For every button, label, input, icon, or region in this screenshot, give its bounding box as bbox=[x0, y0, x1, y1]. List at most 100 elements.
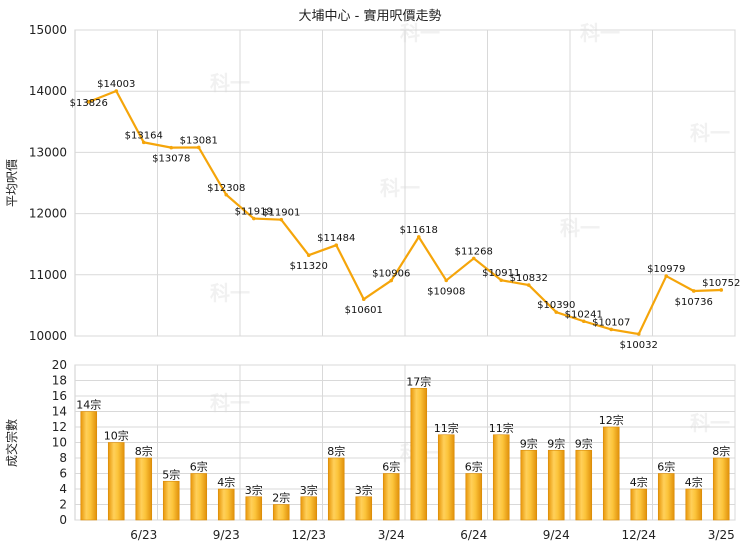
watermark-text: 科一 bbox=[210, 281, 250, 305]
x-tick-label: 3/24 bbox=[378, 528, 405, 542]
volume-data-label: 10宗 bbox=[104, 429, 129, 443]
volume-bar bbox=[355, 496, 373, 521]
volume-bar bbox=[217, 488, 235, 521]
price-data-label: $13164 bbox=[125, 130, 163, 141]
volume-data-label: 3宗 bbox=[300, 483, 318, 497]
price-point bbox=[554, 310, 559, 314]
price-point bbox=[609, 327, 614, 332]
price-point bbox=[719, 288, 724, 292]
price-point bbox=[499, 278, 504, 283]
price-point bbox=[361, 297, 366, 302]
price-point bbox=[224, 192, 229, 197]
volume-bar bbox=[630, 488, 648, 521]
x-tick-label: 3/25 bbox=[708, 528, 735, 542]
price-point bbox=[444, 278, 449, 283]
watermark-text: 科一 bbox=[380, 176, 420, 200]
volume-data-label: 14宗 bbox=[76, 398, 101, 412]
price-point bbox=[169, 145, 174, 150]
price-data-label: $10032 bbox=[620, 340, 658, 351]
volume-y-tick-label: 4 bbox=[59, 482, 67, 496]
price-point bbox=[141, 140, 146, 145]
volume-bar bbox=[547, 449, 565, 521]
price-point bbox=[251, 216, 256, 221]
price-point bbox=[279, 217, 284, 222]
watermark-text: 科一 bbox=[400, 21, 440, 45]
volume-bar bbox=[685, 488, 703, 521]
price-data-label: $10752 bbox=[702, 278, 740, 289]
price-point bbox=[86, 100, 91, 104]
volume-bar bbox=[602, 426, 620, 521]
volume-bar bbox=[712, 457, 730, 521]
price-data-label: $10107 bbox=[592, 317, 630, 328]
price-data-label: $10906 bbox=[372, 269, 410, 280]
price-data-label: $11919 bbox=[235, 207, 273, 218]
price-y-tick-label: 15000 bbox=[29, 23, 67, 37]
volume-bar bbox=[135, 457, 153, 521]
price-data-label: $10979 bbox=[647, 264, 685, 275]
price-y-tick-label: 12000 bbox=[29, 207, 67, 221]
volume-bar bbox=[465, 473, 483, 521]
price-point bbox=[306, 253, 311, 258]
price-y-tick-label: 14000 bbox=[29, 84, 67, 98]
price-data-label: $11320 bbox=[290, 261, 328, 272]
price-point bbox=[691, 289, 696, 293]
volume-data-label: 5宗 bbox=[162, 467, 180, 481]
price-data-label: $12308 bbox=[207, 183, 245, 194]
volume-y-tick-label: 0 bbox=[59, 513, 67, 527]
volume-y-tick-label: 18 bbox=[52, 374, 67, 388]
price-y-tick-label: 13000 bbox=[29, 145, 67, 159]
volume-bar bbox=[327, 457, 345, 521]
volume-bar bbox=[520, 449, 538, 521]
price-data-label: $10241 bbox=[565, 309, 603, 320]
price-data-label: $10601 bbox=[345, 305, 383, 316]
volume-data-label: 8宗 bbox=[712, 444, 730, 458]
volume-y-tick-label: 20 bbox=[52, 358, 67, 372]
volume-data-label: 9宗 bbox=[575, 436, 593, 450]
volume-bar bbox=[80, 411, 98, 521]
price-line-panel: 10000 11000 12000 13000 14000 15000 平均呎價 $138… bbox=[5, 23, 740, 351]
volume-data-label: 4宗 bbox=[630, 475, 648, 489]
volume-bar bbox=[657, 473, 675, 521]
volume-y-tick-label: 12 bbox=[52, 420, 67, 434]
volume-y-tick-label: 16 bbox=[52, 389, 67, 403]
price-point bbox=[664, 274, 669, 278]
volume-bar bbox=[107, 442, 125, 521]
x-tick-label: 9/23 bbox=[213, 528, 240, 542]
volume-data-label: 3宗 bbox=[245, 483, 263, 497]
x-tick-label: 6/23 bbox=[130, 528, 157, 542]
volume-bar bbox=[575, 449, 593, 521]
volume-bar bbox=[410, 387, 428, 521]
volume-y-tick-label: 2 bbox=[59, 498, 67, 512]
volume-data-label: 9宗 bbox=[520, 436, 538, 450]
volume-data-label: 11宗 bbox=[489, 421, 514, 435]
volume-data-label: 8宗 bbox=[327, 444, 345, 458]
price-data-label: $10736 bbox=[675, 297, 713, 308]
volume-bar bbox=[272, 504, 290, 521]
price-data-label: $13078 bbox=[152, 154, 190, 165]
price-data-label: $11484 bbox=[317, 233, 355, 244]
volume-data-label: 6宗 bbox=[382, 460, 400, 474]
price-y-tick-label: 11000 bbox=[29, 268, 67, 282]
price-point bbox=[581, 319, 586, 324]
volume-y-tick-label: 14 bbox=[52, 405, 67, 419]
price-point bbox=[526, 283, 531, 287]
volume-data-label: 6宗 bbox=[465, 460, 483, 474]
volume-data-label: 3宗 bbox=[355, 483, 373, 497]
watermark-text: 科一 bbox=[690, 121, 730, 145]
volume-y-tick-label: 6 bbox=[59, 467, 67, 481]
x-tick-label: 9/24 bbox=[543, 528, 570, 542]
volume-data-label: 4宗 bbox=[685, 475, 703, 489]
price-data-label: $11901 bbox=[262, 208, 300, 219]
volume-bar bbox=[245, 496, 263, 521]
volume-y-tick-label: 10 bbox=[52, 436, 67, 450]
volume-bar bbox=[382, 473, 400, 521]
volume-data-label: 11宗 bbox=[434, 421, 459, 435]
price-point bbox=[416, 235, 421, 239]
price-data-label: $14003 bbox=[97, 79, 135, 90]
volume-data-label: 17宗 bbox=[406, 374, 431, 388]
price-point bbox=[389, 278, 394, 283]
price-data-label: $11618 bbox=[400, 225, 438, 236]
price-point bbox=[114, 89, 119, 93]
